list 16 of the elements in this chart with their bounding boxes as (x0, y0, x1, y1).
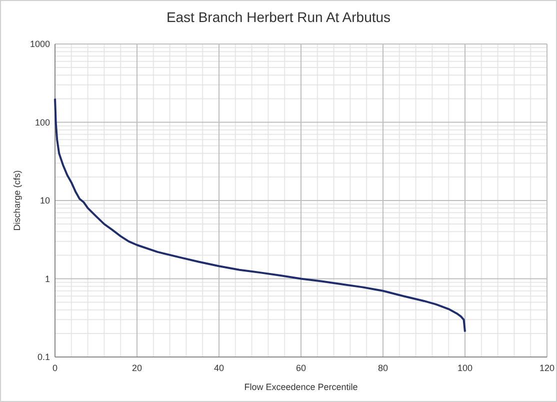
y-tick-label: 1000 (30, 39, 50, 49)
y-tick-label: 100 (34, 117, 50, 128)
y-tick-label: 1 (44, 274, 50, 284)
x-tick-label: 80 (378, 363, 388, 373)
x-tick-label: 100 (457, 363, 473, 373)
y-tick-label: 10 (40, 196, 50, 206)
x-tick-label: 120 (539, 363, 555, 373)
y-tick-label: 0.1 (37, 352, 50, 362)
x-axis-title: Flow Exceedence Percentile (244, 382, 358, 392)
x-tick-label: 20 (132, 363, 142, 373)
x-tick-label: 40 (214, 363, 224, 373)
line-series (54, 98, 466, 333)
x-tick-label: 60 (296, 363, 306, 373)
chart-title: East Branch Herbert Run At Arbutus (166, 9, 391, 25)
y-axis-title: Discharge (cfs) (12, 170, 22, 231)
x-tick-label: 0 (52, 363, 58, 373)
